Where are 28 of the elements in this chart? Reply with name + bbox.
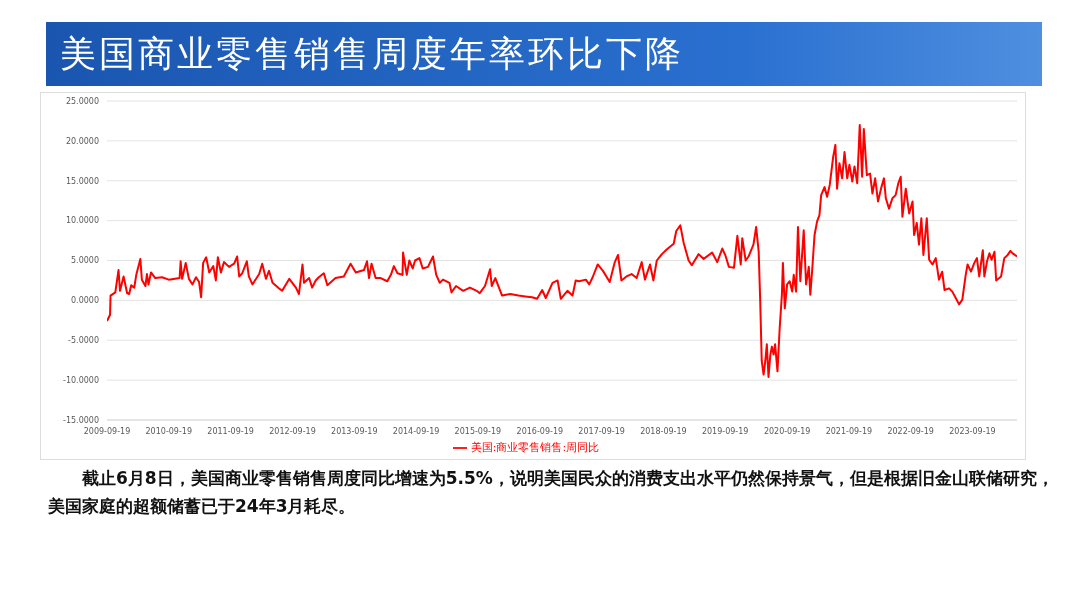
y-tick-label: 15.0000	[65, 176, 99, 186]
x-tick-label: 2013-09-19	[331, 426, 378, 436]
x-tick-label: 2016-09-19	[516, 426, 564, 436]
x-tick-label: 2014-09-19	[392, 426, 440, 436]
y-tick-label: -5.0000	[68, 336, 99, 346]
x-tick-label: 2018-09-19	[640, 426, 687, 436]
y-tick-label: 0.0000	[71, 296, 99, 306]
x-tick-label: 2019-09-19	[701, 426, 749, 436]
y-tick-label: 5.0000	[71, 256, 99, 266]
y-tick-label: 25.0000	[65, 96, 99, 106]
y-tick-label: 10.0000	[65, 216, 99, 226]
y-tick-label: 20.0000	[65, 136, 99, 146]
x-tick-label: 2015-09-19	[454, 426, 502, 436]
x-tick-label: 2020-09-19	[763, 426, 811, 436]
x-tick-label: 2012-09-19	[269, 426, 316, 436]
x-tick-label: 2011-09-19	[207, 426, 254, 436]
legend-label: 美国:商业零售销售:周同比	[470, 441, 600, 454]
x-tick-label: 2022-09-19	[887, 426, 934, 436]
x-tick-label: 2009-09-19	[83, 426, 131, 436]
x-tick-label: 2010-09-19	[145, 426, 193, 436]
y-tick-label: -10.0000	[63, 375, 99, 385]
y-tick-label: -15.0000	[63, 415, 99, 425]
x-tick-label: 2021-09-19	[825, 426, 873, 436]
text: 截止6月8日，美国商业零售销售周度同比增速为5.5%，说明美国民众的消费支出水平仍然保持景气，但是根据旧金山联储研究，美国家庭的超额储蓄已于24年3月耗尽。	[48, 467, 1055, 518]
line-series	[107, 123, 1017, 378]
x-tick-label: 2017-09-19	[578, 426, 625, 436]
x-tick-label: 2023-09-19	[949, 426, 996, 436]
chart-title: 美国商业零售销售周度年率环比下降	[46, 22, 1042, 86]
